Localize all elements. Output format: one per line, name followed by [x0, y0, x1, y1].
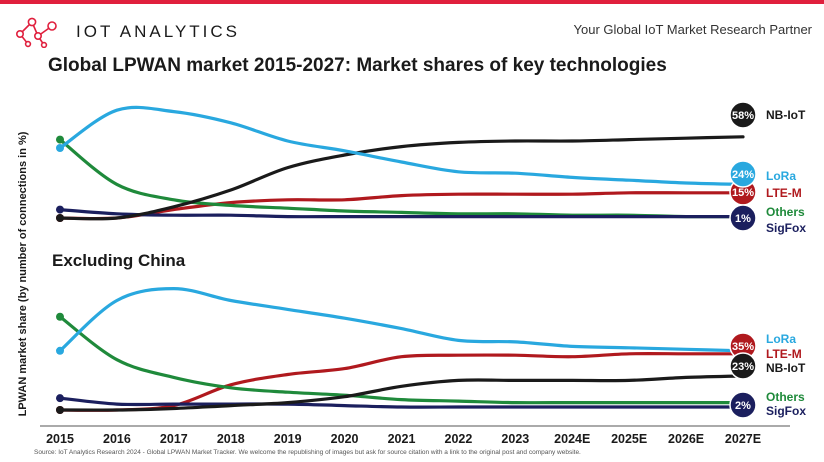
series-line-lora	[58, 286, 745, 353]
series-label-lora: LoRa	[766, 332, 796, 346]
end-value-nb-iot: 58%	[732, 110, 754, 122]
end-badge-nb-iot	[729, 101, 757, 129]
series-start-point-lora	[56, 144, 64, 152]
series-start-point-sigfox	[56, 205, 64, 214]
series-start-point-others	[56, 135, 64, 144]
iot-analytics-logo-icon	[15, 17, 57, 48]
x-tick-label: 2022	[445, 432, 473, 446]
series-line-nb-iot	[58, 374, 745, 412]
x-tick-label: 2023	[501, 432, 529, 446]
end-badge-sigfox	[729, 204, 757, 232]
series-line-nb-iot	[58, 135, 745, 221]
panel-subtitle: Excluding China	[52, 251, 186, 270]
series-start-point-nb-iot	[56, 406, 64, 414]
end-value-sigfox: 1%	[735, 213, 751, 225]
series-start-point-lora	[56, 346, 64, 355]
series-label-nb-iot: NB-IoT	[766, 108, 806, 122]
series-line-others	[58, 315, 745, 405]
series-label-sigfox: SigFox	[766, 404, 806, 418]
source-note: Source: IoT Analytics Research 2024 - Gl…	[34, 449, 581, 456]
series-start-point-nb-iot	[56, 214, 64, 222]
end-value-lte-m: 15%	[732, 187, 754, 199]
series-label-lte-m: LTE-M	[766, 186, 802, 200]
series-label-lora: LoRa	[766, 169, 796, 183]
end-value-sigfox: 2%	[735, 400, 751, 412]
x-tick-label: 2017	[160, 432, 188, 446]
series-line-sigfox	[58, 396, 745, 409]
series-label-lte-m: LTE-M	[766, 347, 802, 361]
tagline: Your Global IoT Market Research Partner	[573, 22, 812, 37]
x-tick-label: 2020	[331, 432, 359, 446]
end-value-lora: 24%	[732, 169, 754, 181]
series-label-others: Others	[766, 390, 805, 404]
series-start-point-others	[56, 312, 64, 321]
end-value-nb-iot: 23%	[732, 361, 754, 373]
end-badge-nb-iot	[729, 352, 757, 380]
series-line-sigfox	[58, 208, 745, 219]
series-label-others: Others	[766, 205, 805, 219]
x-tick-label: 2026E	[668, 432, 704, 446]
panel-1: 15% 1% 58% 24% NB-IoT LoRa LTE-M Others SigFox	[56, 101, 806, 235]
x-tick-label: 2015	[46, 432, 74, 446]
series-line-lte-m	[58, 191, 745, 221]
x-tick-label: 2021	[388, 432, 416, 446]
series-label-sigfox: SigFox	[766, 221, 806, 235]
series-label-nb-iot: NB-IoT	[766, 361, 806, 375]
end-badge-lora	[729, 160, 757, 188]
x-tick-label: 2027E	[725, 432, 761, 446]
x-tick-label: 2018	[217, 432, 245, 446]
series-start-point-sigfox	[56, 394, 64, 403]
x-tick-label: 2025E	[611, 432, 647, 446]
x-tick-label: 2019	[274, 432, 302, 446]
x-tick-label: 2024E	[554, 432, 590, 446]
series-line-lora	[58, 105, 745, 186]
end-value-lte-m: 35%	[732, 341, 754, 353]
series-line-others	[58, 138, 745, 219]
chart-title: Global LPWAN market 2015-2027: Market sh…	[48, 55, 667, 76]
top-accent-bar	[0, 0, 824, 4]
brand-name: IOT ANALYTICS	[76, 22, 241, 41]
end-badge-sigfox	[729, 391, 757, 419]
x-tick-label: 2016	[103, 432, 131, 446]
